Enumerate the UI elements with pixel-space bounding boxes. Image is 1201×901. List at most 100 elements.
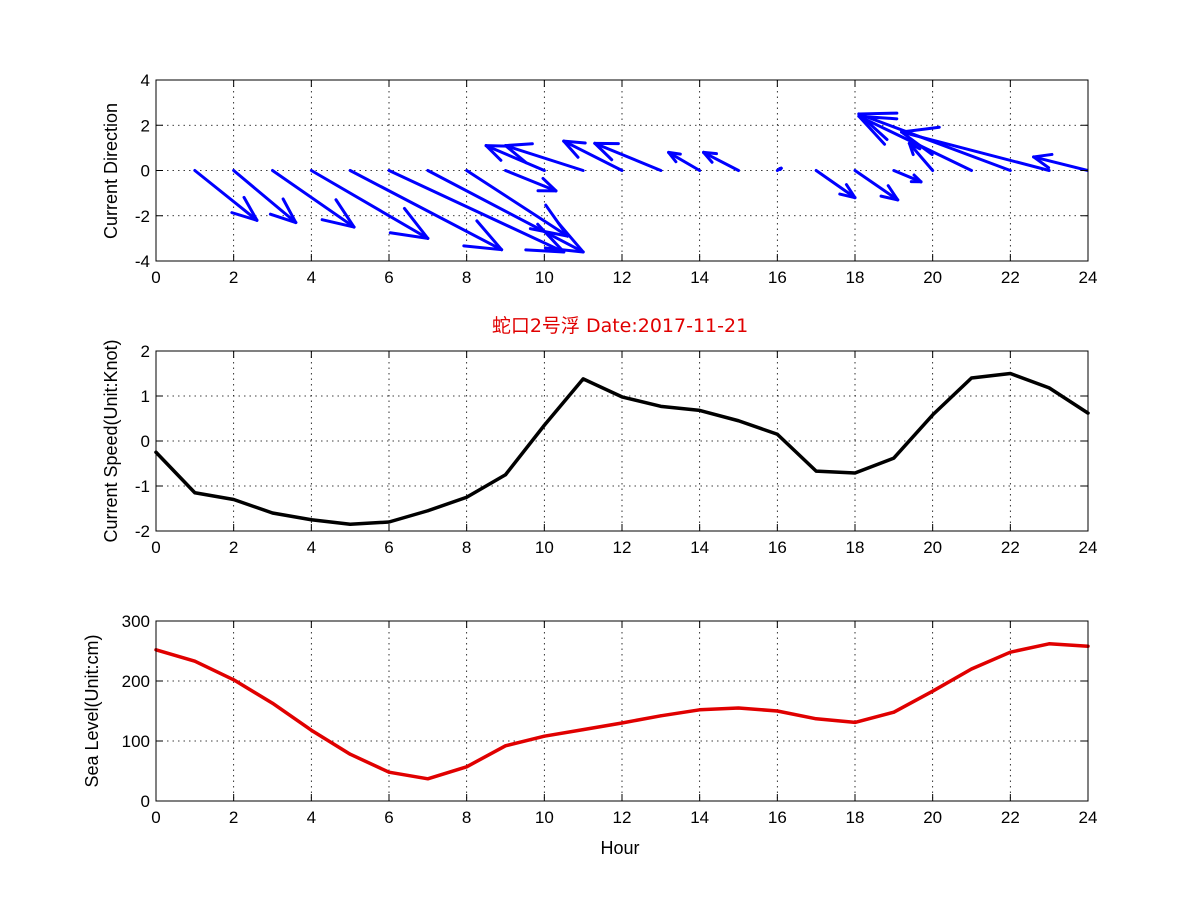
sea-level-xtick-label: 6 [384,808,393,827]
sea-level-series [154,642,1090,781]
current-speed-ytick-label: 2 [141,342,150,361]
sea-level-ytick-label: 300 [122,612,150,631]
current-speed-xtick-label: 24 [1079,538,1098,557]
direction-arrow [1032,152,1088,172]
current-speed-point [814,469,818,473]
sea-level-xtick-label: 4 [307,808,316,827]
sea-level-point [309,728,313,732]
sea-level-point [232,678,236,682]
current-speed-point [1047,386,1051,390]
sea-level-point [504,744,507,748]
sea-level-point [737,706,740,710]
sea-level-point [1047,642,1051,646]
current-direction-xtick-label: 24 [1079,268,1098,287]
sea-level-point [542,734,546,738]
sea-level-point [271,701,274,705]
current-speed-xtick-label: 18 [846,538,865,557]
current-speed-point [309,518,313,522]
direction-arrow [814,169,857,200]
current-direction-xtick-label: 22 [1001,268,1020,287]
sea-level-xtick-label: 24 [1079,808,1098,827]
current-speed-ytick-label: -1 [135,477,150,496]
direction-arrow [232,169,298,225]
sea-level-grid [156,621,1088,801]
current-speed-xtick-label: 6 [384,538,393,557]
current-speed-xtick-label: 2 [229,538,238,557]
sea-level-xtick-label: 12 [613,808,632,827]
sea-level-xlabel: Hour [600,838,639,858]
current-speed-ylabel: Current Speed(Unit:Knot) [101,339,121,542]
current-direction-xtick-label: 12 [613,268,632,287]
current-speed-series [154,371,1090,526]
direction-arrow [593,141,663,172]
direction-arrow [348,169,504,252]
sea-level-xtick-label: 0 [151,808,160,827]
sea-level-xtick-label: 8 [462,808,471,827]
current-direction-xtick-label: 18 [846,268,865,287]
sea-level-point [814,717,818,721]
sea-level-point [465,765,469,769]
current-speed-point [542,423,546,427]
direction-arrow [562,139,624,172]
current-direction-ytick-label: 0 [141,162,150,181]
current-speed-xtick-label: 20 [923,538,942,557]
current-speed-point [1008,372,1012,375]
current-speed-point [348,522,352,526]
sea-level-point [620,721,624,725]
sea-level-point [775,709,779,713]
sea-level-point [193,659,197,663]
direction-arrow [907,141,935,172]
current-speed-xtick-label: 4 [307,538,316,557]
current-speed-xtick-label: 12 [613,538,632,557]
current-speed-point [698,408,702,412]
current-speed-point [465,495,469,499]
current-speed-point [659,404,663,408]
direction-arrow [857,111,1012,172]
sea-level-ytick-label: 200 [122,672,150,691]
sea-level-xtick-label: 16 [768,808,787,827]
direction-arrow [892,169,923,184]
current-direction-xtick-label: 10 [535,268,554,287]
current-direction-ytick-label: 2 [141,116,150,135]
current-speed-point [232,498,236,501]
sea-level-point [931,689,935,693]
current-speed-point [193,491,197,495]
sea-level-xtick-label: 10 [535,808,554,827]
sea-level-point [348,752,352,756]
current-direction-arrows [193,111,1088,254]
current-speed-xtick-label: 16 [768,538,787,557]
direction-arrow [504,169,558,193]
sea-level-xtick-label: 18 [846,808,865,827]
current-speed-xtick-label: 10 [535,538,554,557]
current-speed-point [892,456,896,460]
current-speed-point [931,413,935,417]
direction-arrow [309,169,430,240]
current-direction-xtick-label: 6 [384,268,393,287]
current-speed-ytick-label: -2 [135,522,150,541]
current-direction-xtick-label: 14 [690,268,709,287]
current-speed-ytick-label: 0 [141,432,150,451]
current-direction-xtick-label: 4 [307,268,316,287]
sea-level-xtick-label: 14 [690,808,709,827]
sea-level-xtick-label: 22 [1001,808,1020,827]
current-direction-xtick-label: 16 [768,268,787,287]
sea-level-ytick-label: 0 [141,792,150,811]
current-direction-ytick-label: -4 [135,252,150,271]
current-speed-point [581,377,585,381]
current-speed-point [737,419,740,423]
sea-level-point [853,720,857,724]
sea-level-point [698,708,702,712]
direction-arrow [775,166,783,172]
current-speed-point [271,511,274,515]
current-speed-point [775,432,779,436]
direction-arrow [853,169,900,202]
direction-arrow [504,142,585,172]
sea-level-xtick-label: 20 [923,808,942,827]
direction-arrow [702,150,740,172]
